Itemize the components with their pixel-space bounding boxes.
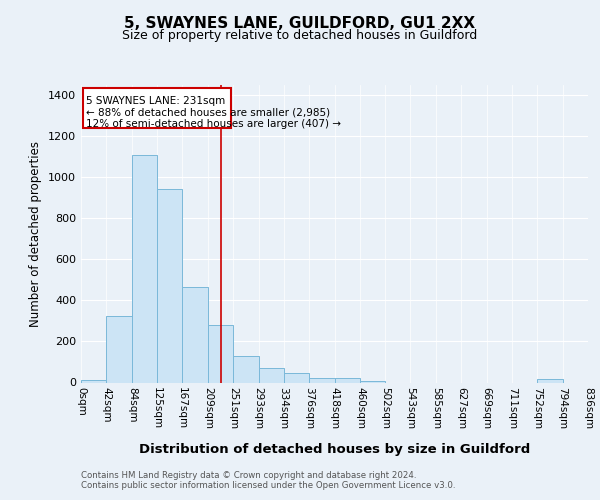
Text: 5, SWAYNES LANE, GUILDFORD, GU1 2XX: 5, SWAYNES LANE, GUILDFORD, GU1 2XX [124, 16, 476, 32]
Text: Contains public sector information licensed under the Open Government Licence v3: Contains public sector information licen… [81, 482, 455, 490]
Bar [83, 88, 232, 128]
Text: 12% of semi-detached houses are larger (407) →: 12% of semi-detached houses are larger (… [86, 120, 341, 130]
Bar [208, 325, 233, 382]
Bar [233, 356, 259, 382]
Bar [132, 155, 157, 382]
Bar [309, 378, 335, 382]
Bar [106, 316, 132, 382]
Text: Size of property relative to detached houses in Guildford: Size of property relative to detached ho… [122, 30, 478, 43]
Bar [259, 368, 284, 382]
X-axis label: Distribution of detached houses by size in Guildford: Distribution of detached houses by size … [139, 444, 530, 456]
Text: ← 88% of detached houses are smaller (2,985): ← 88% of detached houses are smaller (2,… [86, 108, 331, 118]
Bar [537, 380, 563, 382]
Bar [157, 188, 182, 382]
Y-axis label: Number of detached properties: Number of detached properties [29, 141, 43, 327]
Text: 5 SWAYNES LANE: 231sqm: 5 SWAYNES LANE: 231sqm [86, 96, 226, 106]
Text: Contains HM Land Registry data © Crown copyright and database right 2024.: Contains HM Land Registry data © Crown c… [81, 472, 416, 480]
Bar [81, 380, 106, 382]
Bar [335, 378, 360, 382]
Bar [182, 287, 208, 382]
Bar [284, 374, 309, 382]
